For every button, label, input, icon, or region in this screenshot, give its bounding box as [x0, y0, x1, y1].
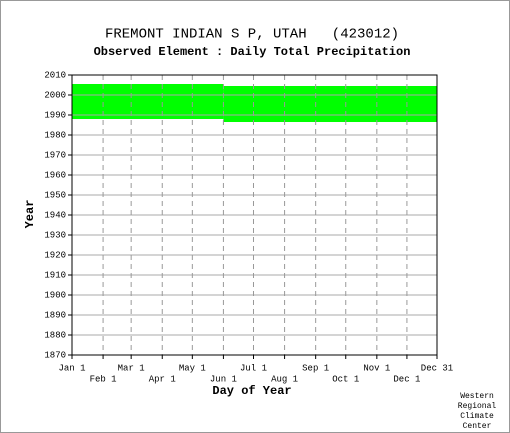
x-tick-label: Oct 1 [332, 374, 359, 384]
y-tick-label: 1870 [44, 350, 66, 360]
y-tick-label: 1940 [44, 210, 66, 220]
x-tick-label: Aug 1 [271, 374, 298, 384]
chart-subtitle: Observed Element : Daily Total Precipita… [94, 45, 411, 59]
x-tick-label: Jul 1 [240, 363, 267, 373]
footer-line: Climate [460, 412, 494, 421]
chart-title: FREMONT INDIAN S P, UTAH (423012) [105, 27, 399, 43]
x-tick-label: Feb 1 [90, 374, 117, 384]
y-tick-label: 1950 [44, 190, 66, 200]
y-tick-label: 1970 [44, 150, 66, 160]
x-tick-label: Dec 31 [421, 363, 453, 373]
x-tick-label: Apr 1 [149, 374, 176, 384]
footer-line: Western [460, 392, 494, 401]
x-tick-label: Jan 1 [58, 363, 85, 373]
y-tick-label: 1890 [44, 310, 66, 320]
y-tick-label: 2000 [44, 90, 66, 100]
y-tick-label: 1910 [44, 270, 66, 280]
y-axis-label: Year [23, 200, 37, 229]
footer-line: Center [463, 422, 492, 431]
plot-border [71, 74, 438, 356]
x-tick-label: Dec 1 [393, 374, 420, 384]
y-tick-label: 2010 [44, 70, 66, 80]
x-tick-label: Jun 1 [210, 374, 237, 384]
y-tick-label: 1880 [44, 330, 66, 340]
coverage-block [223, 86, 437, 122]
footer-line: Regional [458, 402, 497, 411]
x-tick-label: May 1 [179, 363, 206, 373]
y-tick-label: 1960 [44, 170, 66, 180]
x-tick-label: Sep 1 [302, 363, 329, 373]
coverage-block [72, 84, 224, 119]
x-axis-label: Day of Year [212, 384, 291, 398]
x-tick-label: Mar 1 [118, 363, 145, 373]
y-tick-label: 1930 [44, 230, 66, 240]
x-tick-label: Nov 1 [363, 363, 390, 373]
y-tick-label: 1980 [44, 130, 66, 140]
y-tick-label: 1920 [44, 250, 66, 260]
y-tick-label: 1990 [44, 110, 66, 120]
y-tick-label: 1900 [44, 290, 66, 300]
